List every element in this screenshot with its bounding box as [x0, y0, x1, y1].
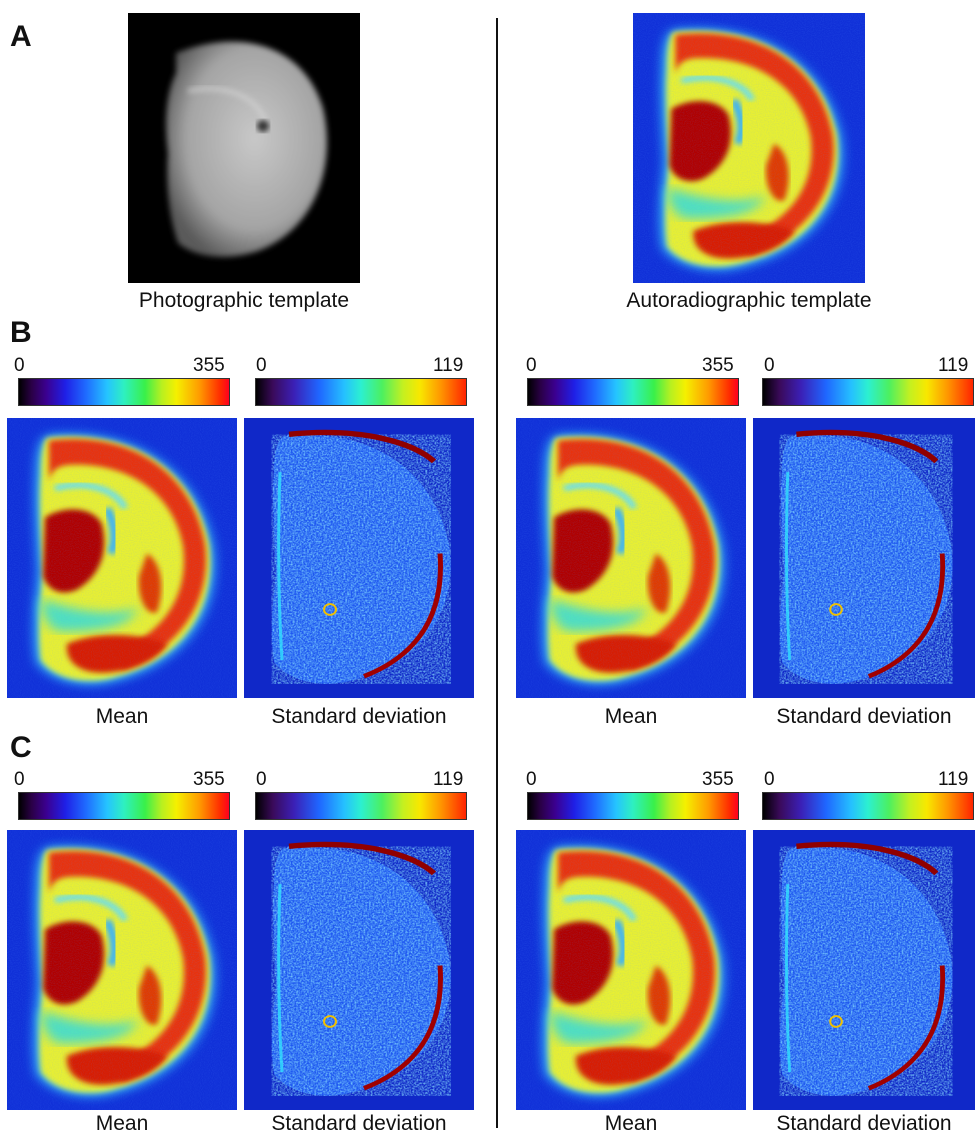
- c-right-mean-colorbar-min: 0: [526, 769, 537, 790]
- panel-letter-b: B: [10, 316, 32, 349]
- c-right-sd-colorbar: [762, 792, 974, 820]
- c-left-sd-colorbar: [255, 792, 467, 820]
- b-right-sd-map-graphic: [753, 418, 975, 698]
- b-left-mean-caption: Mean: [95, 705, 149, 728]
- b-left-mean-colorbar-min: 0: [14, 355, 25, 376]
- c-right-mean-caption: Mean: [604, 1112, 658, 1135]
- b-left-sd-colorbar-max: 119: [433, 355, 464, 376]
- c-left-mean-caption: Mean: [95, 1112, 149, 1135]
- c-left-mean-colorbar-min: 0: [14, 769, 25, 790]
- photographic-template-brain: [166, 41, 327, 257]
- b-right-mean-caption: Mean: [604, 705, 658, 728]
- c-right-mean-map: [516, 830, 746, 1110]
- c-left-sd-caption: Standard deviation: [271, 1112, 447, 1135]
- c-right-mean-colorbar: [527, 792, 739, 820]
- photographic-template-caption: Photographic template: [138, 289, 350, 312]
- c-left-mean-colorbar: [18, 792, 230, 820]
- b-left-sd-map: [244, 418, 474, 698]
- c-left-sd-colorbar-min: 0: [256, 769, 267, 790]
- c-right-sd-map: [753, 830, 975, 1110]
- b-left-mean-map-graphic: [7, 418, 237, 698]
- b-left-sd-caption: Standard deviation: [271, 705, 447, 728]
- b-right-sd-map: [753, 418, 975, 698]
- b-left-sd-map-graphic: [244, 418, 474, 698]
- autoradiographic-template-caption: Autoradiographic template: [626, 289, 872, 312]
- c-left-mean-colorbar-max: 355: [193, 769, 225, 790]
- c-left-sd-map-graphic: [244, 830, 474, 1110]
- b-right-sd-colorbar-max: 119: [938, 355, 969, 376]
- c-left-mean-map: [7, 830, 237, 1110]
- c-right-sd-map-graphic: [753, 830, 975, 1110]
- b-left-mean-colorbar-max: 355: [193, 355, 225, 376]
- c-left-sd-colorbar-max: 119: [433, 769, 464, 790]
- b-right-mean-colorbar-max: 355: [702, 355, 734, 376]
- c-left-mean-map-graphic: [7, 830, 237, 1110]
- autoradiographic-template-image: [633, 13, 865, 283]
- b-left-sd-colorbar: [255, 378, 467, 406]
- c-right-sd-caption: Standard deviation: [776, 1112, 952, 1135]
- autoradiographic-template-map: [633, 13, 865, 283]
- b-right-mean-colorbar: [527, 378, 739, 406]
- b-right-sd-caption: Standard deviation: [776, 705, 952, 728]
- b-right-mean-map-graphic: [516, 418, 746, 698]
- c-right-sd-colorbar-min: 0: [764, 769, 775, 790]
- photographic-template-image: [128, 13, 360, 283]
- c-right-sd-colorbar-max: 119: [938, 769, 969, 790]
- b-left-mean-map: [7, 418, 237, 698]
- panel-letter-c: C: [10, 731, 32, 764]
- column-divider: [496, 18, 498, 1128]
- b-right-sd-colorbar-min: 0: [764, 355, 775, 376]
- b-left-sd-colorbar-min: 0: [256, 355, 267, 376]
- b-left-mean-colorbar: [18, 378, 230, 406]
- b-right-sd-colorbar: [762, 378, 974, 406]
- b-right-mean-colorbar-min: 0: [526, 355, 537, 376]
- c-right-mean-colorbar-max: 355: [702, 769, 734, 790]
- b-right-mean-map: [516, 418, 746, 698]
- panel-letter-a: A: [10, 20, 32, 53]
- c-left-sd-map: [244, 830, 474, 1110]
- c-right-mean-map-graphic: [516, 830, 746, 1110]
